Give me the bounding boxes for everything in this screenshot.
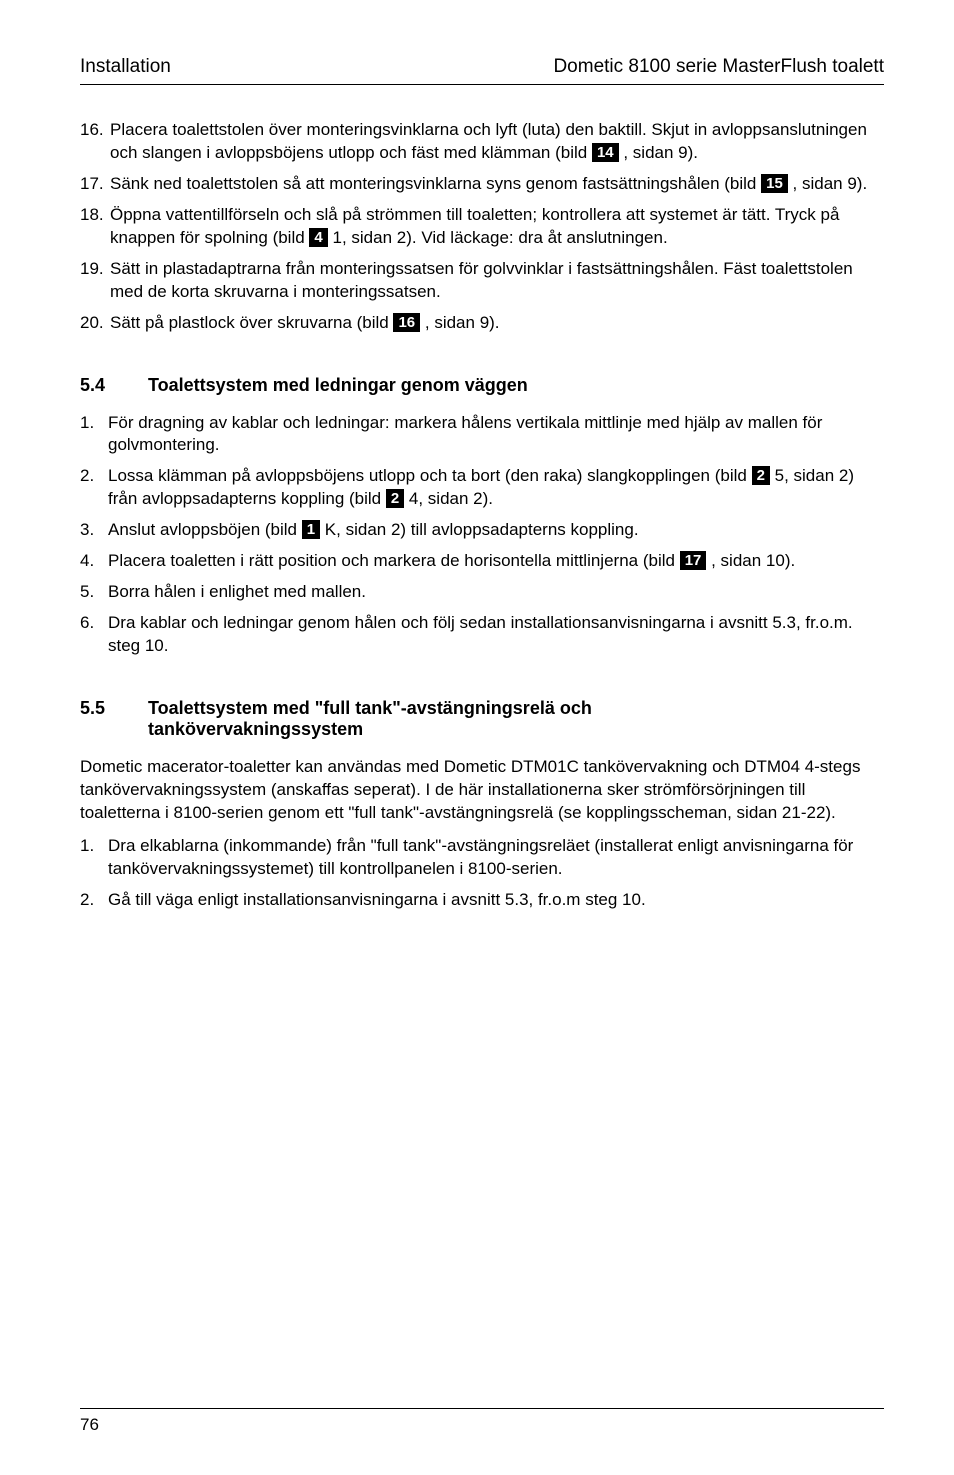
list-item: 19.Sätt in plastadaptrarna från monterin… — [80, 258, 884, 304]
item-text: Sätt på plastlock över skruvarna (bild 1… — [110, 312, 884, 335]
item-number: 1. — [80, 835, 108, 881]
list-item: 2.Gå till väga enligt installationsanvis… — [80, 889, 884, 912]
item-text: Sätt in plastadaptrarna från monteringss… — [110, 258, 884, 304]
item-number: 5. — [80, 581, 108, 604]
page-number: 76 — [80, 1415, 99, 1434]
item-text: Placera toalettstolen över monteringsvin… — [110, 119, 884, 165]
list-item: 18.Öppna vattentillförseln och slå på st… — [80, 204, 884, 250]
section-title: Toalettsystem med "full tank"-avstängnin… — [148, 698, 748, 740]
item-number: 19. — [80, 258, 110, 304]
ref-box: 2 — [752, 466, 770, 485]
ref-box: 17 — [680, 551, 707, 570]
list-item: 6.Dra kablar och ledningar genom hålen o… — [80, 612, 884, 658]
page-header: Installation Dometic 8100 serie MasterFl… — [80, 56, 884, 85]
item-number: 1. — [80, 412, 108, 458]
ref-box: 2 — [386, 489, 404, 508]
item-text: Anslut avloppsböjen (bild 1 K, sidan 2) … — [108, 519, 884, 542]
item-number: 2. — [80, 889, 108, 912]
list-item: 1.Dra elkablarna (inkommande) från "full… — [80, 835, 884, 881]
page-footer: 76 — [80, 1408, 884, 1435]
item-text: Placera toaletten i rätt position och ma… — [108, 550, 884, 573]
list-5-4: 1.För dragning av kablar och ledningar: … — [80, 412, 884, 658]
item-number: 2. — [80, 465, 108, 511]
item-number: 4. — [80, 550, 108, 573]
item-text: Gå till väga enligt installationsanvisni… — [108, 889, 884, 912]
ref-box: 15 — [761, 174, 788, 193]
list-item: 5.Borra hålen i enlighet med mallen. — [80, 581, 884, 604]
header-right: Dometic 8100 serie MasterFlush toalett — [553, 56, 884, 78]
item-number: 17. — [80, 173, 110, 196]
item-text: Dra elkablarna (inkommande) från "full t… — [108, 835, 884, 881]
item-number: 16. — [80, 119, 110, 165]
ref-box: 4 — [309, 228, 327, 247]
list-item: 2.Lossa klämman på avloppsböjens utlopp … — [80, 465, 884, 511]
list-item: 1.För dragning av kablar och ledningar: … — [80, 412, 884, 458]
ref-box: 1 — [302, 520, 320, 539]
section-number: 5.5 — [80, 698, 148, 740]
item-number: 18. — [80, 204, 110, 250]
section-5-5-head: 5.5 Toalettsystem med "full tank"-avstän… — [80, 698, 884, 740]
header-left: Installation — [80, 56, 171, 78]
ref-box: 14 — [592, 143, 619, 162]
item-text: Borra hålen i enlighet med mallen. — [108, 581, 884, 604]
item-text: Lossa klämman på avloppsböjens utlopp oc… — [108, 465, 884, 511]
top-list: 16.Placera toalettstolen över monterings… — [80, 119, 884, 335]
ref-box: 16 — [393, 313, 420, 332]
section-number: 5.4 — [80, 375, 148, 396]
list-item: 3.Anslut avloppsböjen (bild 1 K, sidan 2… — [80, 519, 884, 542]
section-5-4-head: 5.4 Toalettsystem med ledningar genom vä… — [80, 375, 884, 396]
list-5-5: 1.Dra elkablarna (inkommande) från "full… — [80, 835, 884, 912]
list-item: 4.Placera toaletten i rätt position och … — [80, 550, 884, 573]
item-number: 3. — [80, 519, 108, 542]
item-number: 6. — [80, 612, 108, 658]
item-text: Öppna vattentillförseln och slå på ström… — [110, 204, 884, 250]
list-item: 17.Sänk ned toalettstolen så att monteri… — [80, 173, 884, 196]
item-text: Dra kablar och ledningar genom hålen och… — [108, 612, 884, 658]
section-title: Toalettsystem med ledningar genom väggen — [148, 375, 528, 396]
list-item: 20.Sätt på plastlock över skruvarna (bil… — [80, 312, 884, 335]
item-text: Sänk ned toalettstolen så att monterings… — [110, 173, 884, 196]
item-number: 20. — [80, 312, 110, 335]
para-5-5: Dometic macerator-toaletter kan användas… — [80, 756, 884, 825]
list-item: 16.Placera toalettstolen över monterings… — [80, 119, 884, 165]
item-text: För dragning av kablar och ledningar: ma… — [108, 412, 884, 458]
